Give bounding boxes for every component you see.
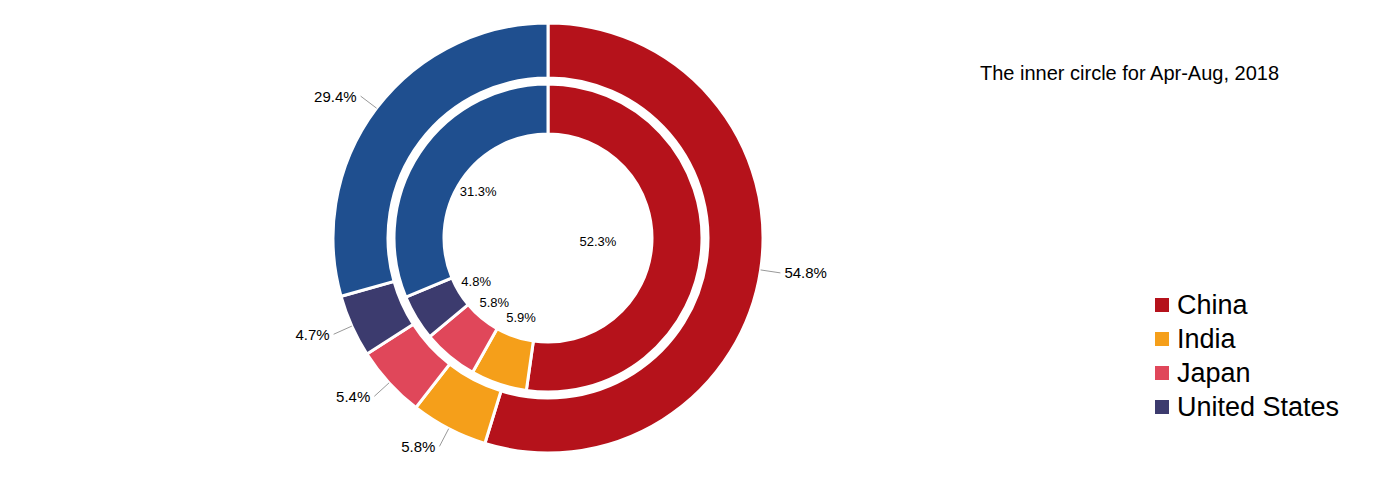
svg-text:54.8%: 54.8% <box>784 264 827 281</box>
svg-text:4.7%: 4.7% <box>295 326 329 343</box>
html-text:China: China <box>1177 289 1248 320</box>
svg-text:52.3%: 52.3% <box>579 234 616 249</box>
svg-text:5.8%: 5.8% <box>479 295 509 310</box>
svg-text:5.4%: 5.4% <box>336 388 370 405</box>
svg-text:29.4%: 29.4% <box>314 88 357 105</box>
html-text:The inner circle for Apr-Aug,: The inner circle for Apr-Aug, 2018 <box>980 62 1279 84</box>
svg-text:5.9%: 5.9% <box>506 310 536 325</box>
svg-text:31.3%: 31.3% <box>460 184 497 199</box>
html-text:Japan: Japan <box>1177 357 1251 388</box>
svg-text:5.8%: 5.8% <box>401 438 435 455</box>
svg-text:4.8%: 4.8% <box>461 274 491 289</box>
html-text:India: India <box>1177 323 1236 354</box>
html-text:United States: United States <box>1177 391 1340 422</box>
